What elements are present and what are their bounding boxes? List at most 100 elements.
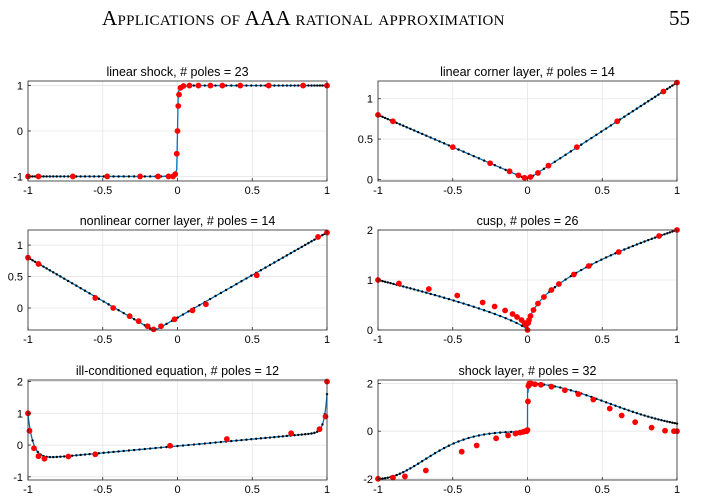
sample-point: [433, 293, 437, 297]
x-tick-label: 0: [524, 484, 530, 496]
sample-point: [33, 260, 37, 263]
sample-point: [88, 292, 91, 295]
sample-point: [138, 448, 141, 451]
x-tick-label: 1: [324, 334, 330, 346]
sample-point: [63, 277, 66, 280]
sample-point: [240, 438, 243, 442]
sample-point: [627, 409, 630, 412]
support-point: [165, 173, 172, 180]
support-point: [390, 118, 396, 125]
sample-point: [259, 437, 263, 440]
page-number: 55: [669, 6, 690, 30]
support-point: [575, 391, 582, 397]
sample-point: [647, 238, 650, 242]
support-point: [35, 261, 42, 267]
sample-point: [383, 477, 387, 480]
x-tick-label: -0.5: [443, 484, 462, 496]
sample-point: [580, 268, 583, 272]
sample-point: [112, 450, 115, 454]
y-tick-label: 0.5: [358, 134, 373, 146]
sample-point: [293, 249, 296, 253]
sample-point: [36, 450, 39, 454]
support-point: [512, 430, 519, 437]
sample-point: [66, 279, 70, 283]
sample-point: [224, 288, 228, 292]
sample-point: [671, 230, 674, 233]
sample-point: [300, 433, 303, 436]
support-point: [590, 396, 597, 403]
sample-point: [75, 454, 78, 457]
sample-point: [504, 168, 507, 172]
sample-point: [102, 175, 105, 178]
x-tick-label: -0.5: [443, 185, 462, 197]
support-point: [315, 234, 321, 240]
sample-point: [277, 435, 280, 438]
sample-point: [250, 274, 253, 277]
y-tick-label: 1: [17, 81, 23, 93]
sample-point: [402, 285, 405, 288]
sample-point: [281, 84, 285, 87]
sample-point: [122, 449, 125, 453]
sample-point: [420, 132, 424, 136]
support-point: [31, 445, 37, 452]
sample-point: [467, 303, 470, 307]
support-point: [509, 311, 516, 317]
y-tick-label: 2: [367, 379, 373, 391]
support-point: [521, 174, 528, 181]
support-point: [322, 413, 329, 420]
sample-point: [165, 322, 168, 326]
panel-title: linear corner layer, # poles = 14: [440, 65, 615, 79]
sample-point: [307, 84, 310, 87]
sample-point: [392, 282, 395, 286]
sample-point: [604, 256, 608, 259]
sample-point: [165, 445, 168, 449]
sample-point: [386, 281, 389, 284]
sample-point: [293, 434, 296, 437]
sample-point: [498, 431, 502, 434]
sample-point: [438, 449, 441, 452]
sample-point: [117, 175, 120, 178]
support-point: [180, 83, 187, 89]
sample-point: [477, 307, 481, 310]
sample-point: [66, 175, 70, 178]
sample-point: [107, 303, 110, 306]
sample-point: [447, 144, 451, 147]
x-tick-label: -0.5: [93, 334, 112, 346]
sample-point: [281, 435, 285, 438]
sample-point: [55, 273, 58, 276]
support-point: [606, 405, 613, 412]
support-point: [176, 91, 182, 98]
x-tick-label: -0.5: [93, 185, 112, 197]
x-tick-label: 0.5: [245, 334, 260, 346]
sample-point: [413, 288, 416, 291]
sample-point: [413, 464, 416, 468]
sample-point: [45, 267, 48, 270]
support-point: [69, 173, 76, 180]
support-point: [538, 381, 544, 388]
sample-point: [203, 84, 207, 87]
support-point: [189, 307, 196, 314]
panel-title: shock layer, # poles = 32: [459, 364, 597, 378]
support-point: [585, 263, 592, 269]
support-point: [555, 281, 562, 287]
x-tick-label: 0.5: [245, 185, 260, 197]
x-tick-label: 1: [324, 185, 330, 197]
sample-point: [209, 297, 212, 301]
sample-point: [653, 95, 657, 98]
sample-point: [240, 280, 243, 283]
support-point: [632, 419, 639, 426]
sample-point: [631, 410, 635, 414]
support-point: [491, 303, 498, 310]
support-point: [26, 427, 33, 434]
sample-point: [83, 453, 87, 456]
support-point: [422, 467, 429, 474]
sample-point: [250, 84, 253, 87]
sample-point: [176, 444, 179, 448]
page-header: Applications of AAA rational approximati…: [0, 0, 708, 40]
support-point: [316, 426, 323, 433]
sample-point: [230, 439, 233, 443]
sample-point: [614, 404, 617, 407]
sample-point: [277, 258, 280, 262]
sample-point: [307, 432, 310, 436]
support-point: [174, 128, 181, 134]
